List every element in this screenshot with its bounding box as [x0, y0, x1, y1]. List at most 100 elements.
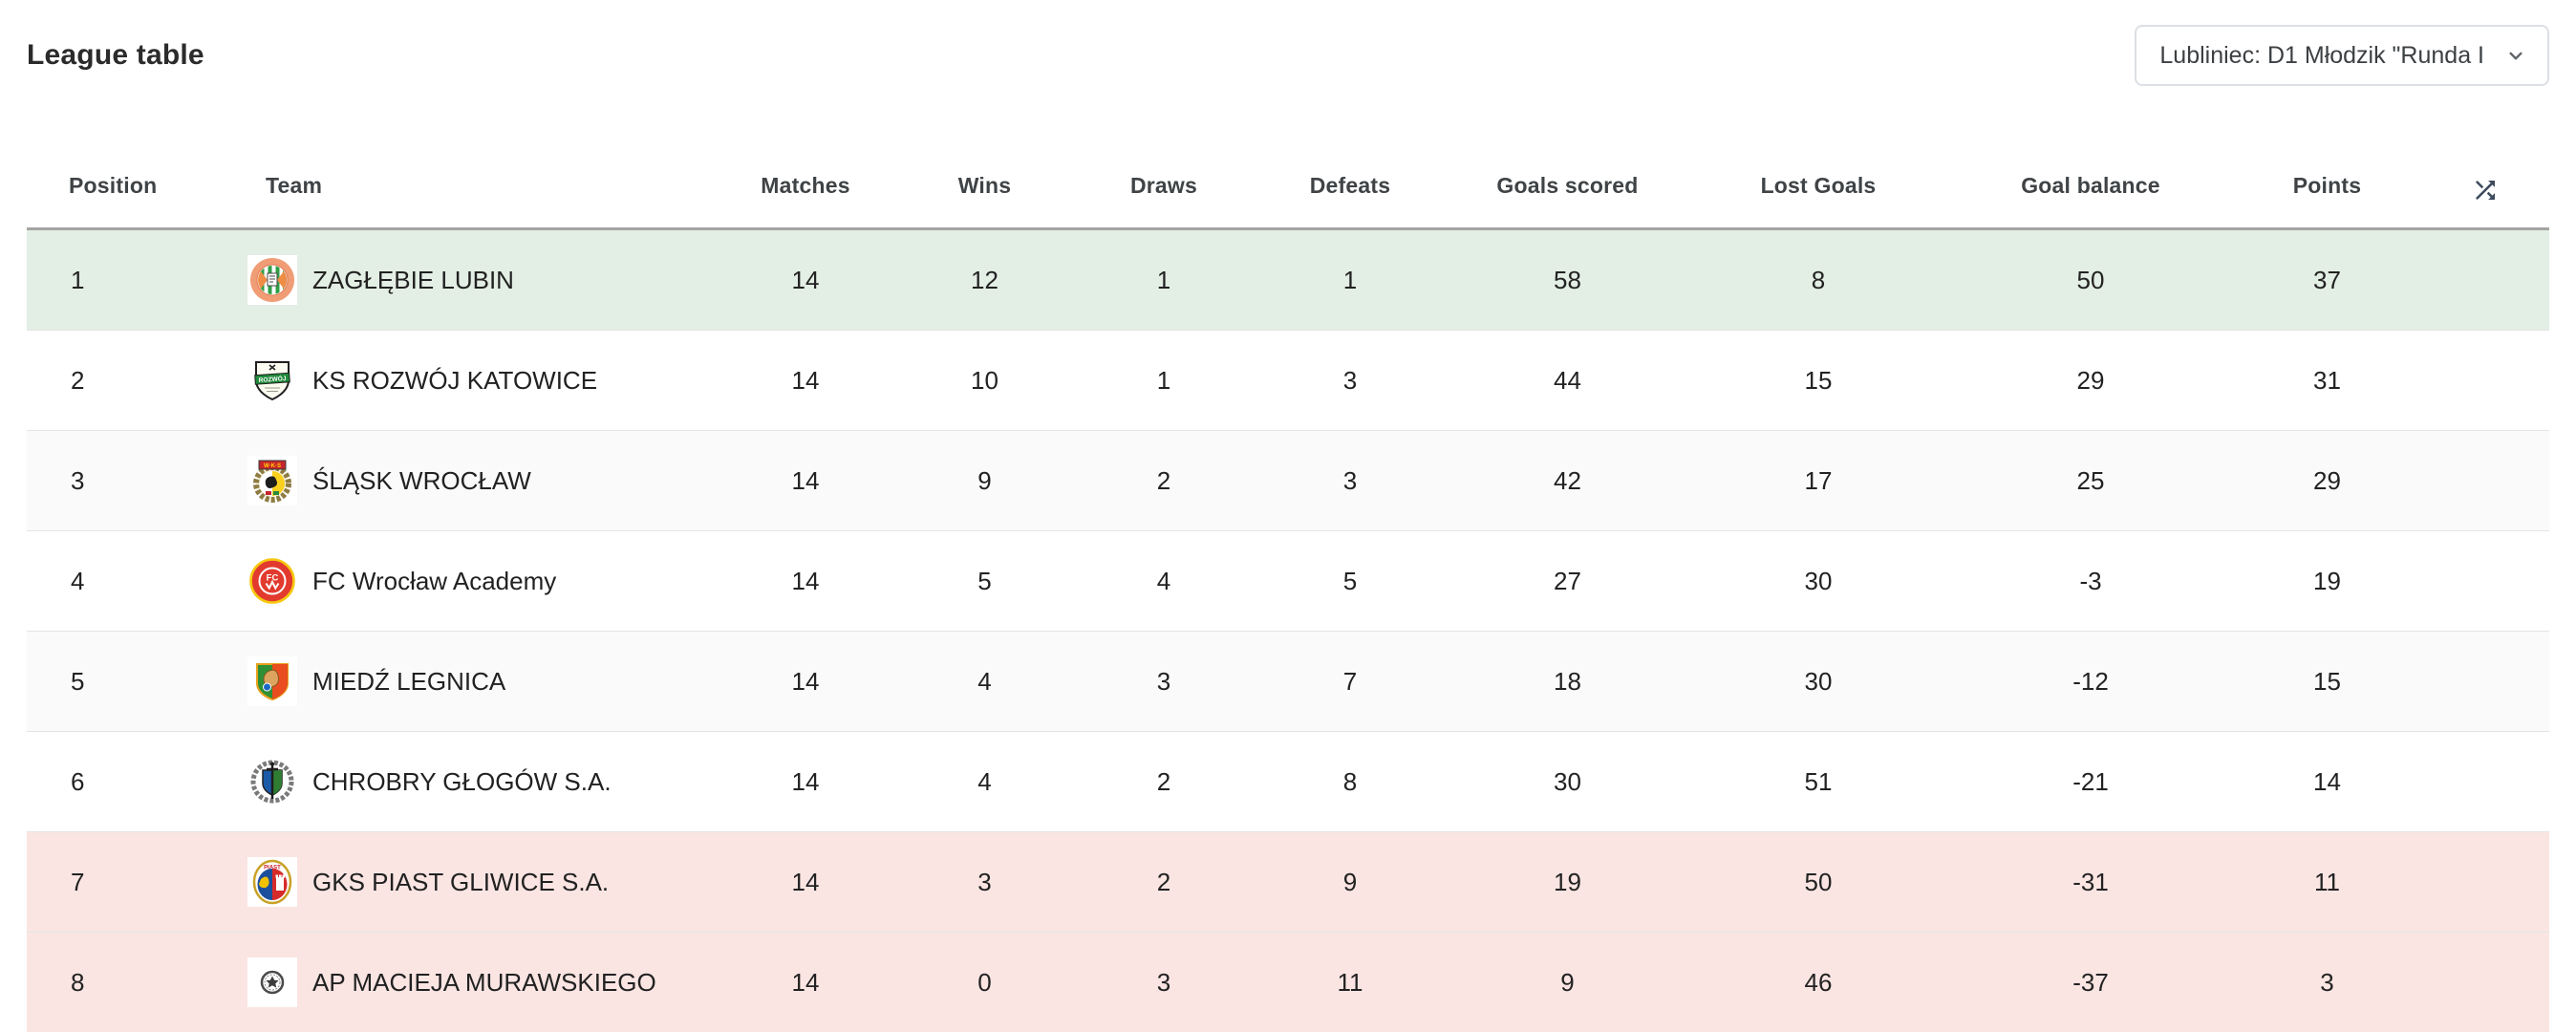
- points-cell: 3: [2234, 933, 2420, 1032]
- lost-goals-cell: 17: [1689, 431, 1947, 531]
- team-cell: ROZWÓJ KS ROZWÓJ KATOWICE: [247, 331, 715, 431]
- row-actions-cell: [2420, 331, 2549, 431]
- defeats-cell: 1: [1255, 229, 1446, 331]
- lost-goals-cell: 46: [1689, 933, 1947, 1032]
- points-cell: 29: [2234, 431, 2420, 531]
- goal-balance-cell: 25: [1947, 431, 2234, 531]
- league-table: Position Team Matches Wins Draws Defeats…: [27, 92, 2549, 1032]
- position-cell: 3: [27, 431, 247, 531]
- badge-zaglebie-lubin-icon: [247, 255, 297, 305]
- defeats-cell: 9: [1255, 832, 1446, 933]
- team-badge: [247, 957, 297, 1007]
- col-header-draws: Draws: [1073, 92, 1255, 229]
- table-row[interactable]: 7 PIAST GKS PIAST GLIWICE S.A. 14 3 2 9 …: [27, 832, 2549, 933]
- team-badge: W·K·S: [247, 456, 297, 505]
- season-selector[interactable]: Lubliniec: D1 Młodzik "Runda I: [2135, 25, 2549, 86]
- goal-balance-cell: -21: [1947, 732, 2234, 832]
- col-header-position: Position: [27, 92, 247, 229]
- table-row[interactable]: 1 ZAGŁĘBIE LUBIN 14 12 1 1 58 8 50 37: [27, 229, 2549, 331]
- row-actions-cell: [2420, 531, 2549, 632]
- wins-cell: 5: [896, 531, 1073, 632]
- position-cell: 4: [27, 531, 247, 632]
- team-name: KS ROZWÓJ KATOWICE: [312, 366, 597, 396]
- points-cell: 11: [2234, 832, 2420, 933]
- points-cell: 31: [2234, 331, 2420, 431]
- badge-miedz-legnica-icon: [247, 656, 297, 706]
- team-badge: [247, 757, 297, 806]
- page-title: League table: [27, 39, 204, 72]
- matches-cell: 14: [715, 933, 896, 1032]
- matches-cell: 14: [715, 531, 896, 632]
- team-badge: ROZWÓJ: [247, 355, 297, 405]
- chevron-down-icon: [2503, 43, 2528, 68]
- table-row[interactable]: 2 ROZWÓJ KS ROZWÓJ KATOWICE 14 10 1 3 44…: [27, 331, 2549, 431]
- team-name: GKS PIAST GLIWICE S.A.: [312, 868, 609, 897]
- season-selector-label: Lubliniec: D1 Młodzik "Runda I: [2159, 42, 2484, 70]
- defeats-cell: 5: [1255, 531, 1446, 632]
- team-cell: FC FC Wrocław Academy: [247, 531, 715, 632]
- badge-slask-wroclaw-icon: W·K·S: [247, 456, 297, 505]
- draws-cell: 1: [1073, 331, 1255, 431]
- table-row[interactable]: 4 FC FC Wrocław Academy 14 5 4 5 27 30 -…: [27, 531, 2549, 632]
- row-actions-cell: [2420, 933, 2549, 1032]
- goals-scored-cell: 9: [1446, 933, 1689, 1032]
- goal-balance-cell: -37: [1947, 933, 2234, 1032]
- draws-cell: 1: [1073, 229, 1255, 331]
- matches-cell: 14: [715, 632, 896, 732]
- points-cell: 14: [2234, 732, 2420, 832]
- row-actions-cell: [2420, 229, 2549, 331]
- league-table-body: 1 ZAGŁĘBIE LUBIN 14 12 1 1 58 8 50 37 2 …: [27, 229, 2549, 1032]
- draws-cell: 4: [1073, 531, 1255, 632]
- lost-goals-cell: 30: [1689, 531, 1947, 632]
- goals-scored-cell: 19: [1446, 832, 1689, 933]
- lost-goals-cell: 50: [1689, 832, 1947, 933]
- wins-cell: 10: [896, 331, 1073, 431]
- draws-cell: 2: [1073, 431, 1255, 531]
- col-header-goal-balance: Goal balance: [1947, 92, 2234, 229]
- team-badge: FC: [247, 556, 297, 606]
- col-header-sort: [2420, 92, 2549, 229]
- goals-scored-cell: 27: [1446, 531, 1689, 632]
- defeats-cell: 7: [1255, 632, 1446, 732]
- team-name: AP MACIEJA MURAWSKIEGO: [312, 968, 656, 998]
- lost-goals-cell: 8: [1689, 229, 1947, 331]
- goal-balance-cell: -12: [1947, 632, 2234, 732]
- col-header-matches: Matches: [715, 92, 896, 229]
- defeats-cell: 3: [1255, 331, 1446, 431]
- table-row[interactable]: 6 CHROBRY GŁOGÓW S.A. 14 4 2 8 30 51 -21…: [27, 732, 2549, 832]
- row-actions-cell: [2420, 732, 2549, 832]
- badge-chrobry-glogow-icon: [247, 757, 297, 806]
- wins-cell: 0: [896, 933, 1073, 1032]
- shuffle-icon[interactable]: [2471, 176, 2500, 204]
- badge-fc-wroclaw-academy-icon: FC: [247, 556, 297, 606]
- lost-goals-cell: 30: [1689, 632, 1947, 732]
- wins-cell: 9: [896, 431, 1073, 531]
- wins-cell: 3: [896, 832, 1073, 933]
- draws-cell: 3: [1073, 632, 1255, 732]
- position-cell: 2: [27, 331, 247, 431]
- goal-balance-cell: 50: [1947, 229, 2234, 331]
- matches-cell: 14: [715, 229, 896, 331]
- goals-scored-cell: 44: [1446, 331, 1689, 431]
- row-actions-cell: [2420, 431, 2549, 531]
- goal-balance-cell: -3: [1947, 531, 2234, 632]
- matches-cell: 14: [715, 732, 896, 832]
- team-name: CHROBRY GŁOGÓW S.A.: [312, 767, 612, 797]
- table-row[interactable]: 3 W·K·S ŚLĄSK WROCŁAW 14 9 2 3 42 17 25 …: [27, 431, 2549, 531]
- goals-scored-cell: 30: [1446, 732, 1689, 832]
- col-header-lost-goals: Lost Goals: [1689, 92, 1947, 229]
- lost-goals-cell: 51: [1689, 732, 1947, 832]
- team-cell: ZAGŁĘBIE LUBIN: [247, 229, 715, 331]
- team-badge: [247, 255, 297, 305]
- defeats-cell: 11: [1255, 933, 1446, 1032]
- table-row[interactable]: 5 MIEDŹ LEGNICA 14 4 3 7 18 30 -12 15: [27, 632, 2549, 732]
- table-row[interactable]: 8 AP MACIEJA MURAWSKIEGO 14 0 3 11 9 46 …: [27, 933, 2549, 1032]
- position-cell: 5: [27, 632, 247, 732]
- lost-goals-cell: 15: [1689, 331, 1947, 431]
- team-cell: CHROBRY GŁOGÓW S.A.: [247, 732, 715, 832]
- team-cell: W·K·S ŚLĄSK WROCŁAW: [247, 431, 715, 531]
- row-actions-cell: [2420, 632, 2549, 732]
- col-header-wins: Wins: [896, 92, 1073, 229]
- svg-text:W·K·S: W·K·S: [264, 463, 281, 469]
